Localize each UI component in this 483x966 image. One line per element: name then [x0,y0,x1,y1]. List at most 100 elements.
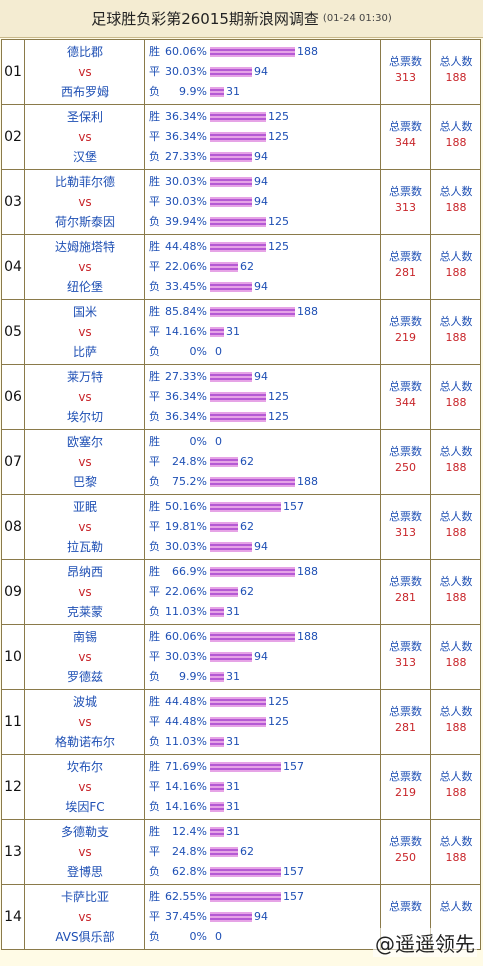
home-team[interactable]: 亚眠 [72,500,97,514]
draw-percent: 22.06% [165,260,207,273]
draw-bar [210,847,238,857]
away-team[interactable]: 荷尔斯泰因 [54,215,115,229]
total-votes: 总票数 313 [381,509,430,541]
total-people-label: 总人数 [439,835,473,848]
home-team[interactable]: 多德勒支 [60,825,109,839]
win-percent: 66.9% [172,565,207,578]
draw-count: 62 [240,585,254,598]
home-team[interactable]: 圣保利 [66,110,103,124]
away-team[interactable]: 登博思 [66,865,103,879]
away-team[interactable]: AVS俱乐部 [55,930,115,944]
table-row: 14 卡萨比亚 vs AVS俱乐部 胜 62.55% 157 平 37.45% 94 负 0% 0 总票数… [1,885,481,950]
draw-vote-line: 平 22.06% 62 [149,259,254,275]
match-number: 10 [2,625,25,689]
home-team[interactable]: 南锡 [72,630,97,644]
home-team[interactable]: 卡萨比亚 [60,890,109,904]
loss-label: 负 [149,800,160,813]
total-votes-value: 281 [395,721,416,734]
total-people: 总人数 [431,899,481,915]
away-team[interactable]: 埃尔切 [66,410,103,424]
total-votes: 总票数 281 [381,249,430,281]
win-label: 胜 [149,760,160,773]
home-team[interactable]: 比勒菲尔德 [54,175,115,189]
away-team[interactable]: 西布罗姆 [60,85,109,99]
total-people-cell: 总人数 188 [431,300,481,364]
win-bar [210,697,266,707]
total-people-value: 188 [445,656,467,669]
home-team[interactable]: 欧塞尔 [66,435,103,449]
loss-count: 188 [297,475,318,488]
loss-count: 125 [268,215,289,228]
total-votes-cell: 总票数 281 [381,560,431,624]
total-votes-value: 219 [395,331,416,344]
home-team[interactable]: 德比郡 [66,45,103,59]
total-votes-value: 313 [395,526,416,539]
draw-vote-line: 平 14.16% 31 [149,324,240,340]
vs-label: vs [78,455,92,469]
teams-cell: 波城 vs 格勒诺布尔 [25,690,145,754]
win-percent: 50.16% [165,500,207,513]
home-team[interactable]: 坎布尔 [66,760,103,774]
table-row: 04 达姆施塔特 vs 纽伦堡 胜 44.48% 125 平 22.06% 62 负 33.45% 94… [1,235,481,300]
vs-label: vs [78,585,92,599]
draw-percent: 37.45% [165,910,207,923]
away-team[interactable]: 纽伦堡 [66,280,103,294]
win-bar [210,827,224,837]
away-team[interactable]: 拉瓦勒 [66,540,103,554]
draw-percent: 30.03% [165,195,207,208]
draw-bar [210,197,252,207]
total-people-cell: 总人数 [431,885,481,949]
win-label: 胜 [149,825,160,838]
loss-percent: 62.8% [172,865,207,878]
total-people-cell: 总人数 188 [431,430,481,494]
total-votes: 总票数 250 [381,444,430,476]
match-number: 04 [2,235,25,299]
away-team[interactable]: 埃因FC [65,800,105,814]
away-team[interactable]: 汉堡 [72,150,97,164]
loss-bar [210,217,266,227]
win-vote-line: 胜 71.69% 157 [149,759,304,775]
loss-label: 负 [149,215,160,228]
draw-count: 94 [254,65,268,78]
win-percent: 85.84% [165,305,207,318]
away-team[interactable]: 格勒诺布尔 [54,735,115,749]
total-people-value: 188 [445,851,467,864]
draw-label: 平 [149,650,160,663]
away-team[interactable]: 巴黎 [72,475,97,489]
win-count: 125 [268,240,289,253]
loss-bar [210,672,224,682]
table-row: 01 德比郡 vs 西布罗姆 胜 60.06% 188 平 30.03% 94 负 9.9% 31 总票数… [1,40,481,105]
draw-percent: 14.16% [165,325,207,338]
total-people-cell: 总人数 188 [431,820,481,884]
total-people: 总人数 188 [431,249,481,281]
teams-cell: 德比郡 vs 西布罗姆 [25,40,145,104]
away-team[interactable]: 比萨 [72,345,97,359]
total-people-cell: 总人数 188 [431,560,481,624]
home-team[interactable]: 国米 [72,305,97,319]
home-team[interactable]: 莱万特 [66,370,103,384]
vote-bars-cell: 胜 62.55% 157 平 37.45% 94 负 0% 0 [145,885,381,949]
home-team[interactable]: 波城 [72,695,97,709]
loss-count: 94 [254,280,268,293]
draw-vote-line: 平 37.45% 94 [149,909,268,925]
away-team[interactable]: 罗德兹 [66,670,103,684]
vs-label: vs [78,845,92,859]
home-team[interactable]: 达姆施塔特 [54,240,115,254]
loss-label: 负 [149,150,160,163]
total-people-label: 总人数 [439,575,473,588]
loss-vote-line: 负 11.03% 31 [149,734,240,750]
win-percent: 30.03% [165,175,207,188]
total-votes-label: 总票数 [389,770,422,783]
draw-count: 94 [254,195,268,208]
total-votes: 总票数 313 [381,184,430,216]
win-vote-line: 胜 60.06% 188 [149,44,318,60]
draw-count: 62 [240,260,254,273]
loss-vote-line: 负 75.2% 188 [149,474,318,490]
loss-bar [210,87,224,97]
vote-bars-cell: 胜 50.16% 157 平 19.81% 62 负 30.03% 94 [145,495,381,559]
away-team[interactable]: 克莱蒙 [66,605,103,619]
loss-vote-line: 负 33.45% 94 [149,279,268,295]
win-bar [210,307,295,317]
home-team[interactable]: 昂纳西 [66,565,103,579]
win-percent: 0% [189,435,207,448]
